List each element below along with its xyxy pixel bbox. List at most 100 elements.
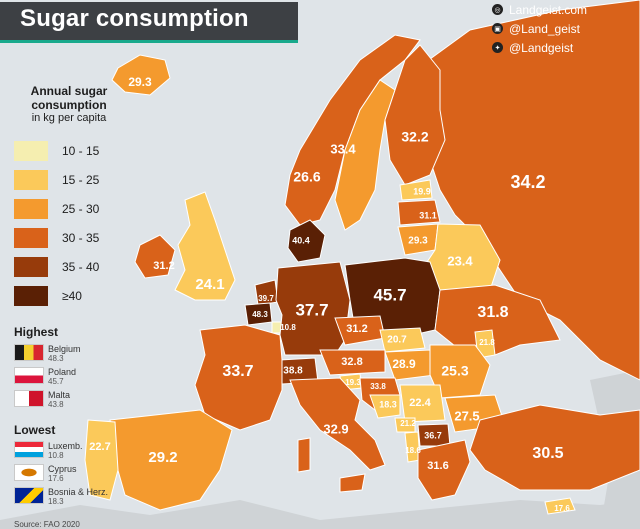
country-austria [319,349,386,376]
country-latvia [397,199,441,226]
map-value-ukraine: 31.8 [477,304,508,321]
map-value-serbia: 22.4 [409,397,431,409]
map-value-albania: 18.6 [405,446,421,455]
country-iceland [111,54,171,96]
legend-item: ≥40 [14,281,124,310]
map-value-belarus: 23.4 [447,253,473,268]
map-value-switzerland: 38.8 [283,366,303,377]
lowest-heading: Lowest [14,423,56,437]
country-italy [289,377,386,471]
map-value-portugal: 22.7 [89,441,110,453]
legend-swatch [14,169,48,190]
social-links: ◎ Landgeist.com ▣ @Land_geist ✦ @Landgei… [492,0,587,57]
luxembourg-flag-icon [14,441,44,458]
rank-value: 45.7 [48,377,64,386]
social-twitter[interactable]: ✦ @Landgeist [492,38,587,57]
highest-item-belgium: Belgium 48.3 [14,344,81,364]
legend-item: 25 - 30 [14,194,124,223]
rank-value: 43.8 [48,400,64,409]
rank-country: Poland [48,367,77,377]
country-turkey [469,404,640,491]
country-uk [174,191,236,301]
social-website-label: Landgeist.com [509,2,588,17]
map-value-slovenia: 19.3 [345,378,361,387]
highest-item-malta: Malta 43.8 [14,390,70,410]
social-instagram[interactable]: ▣ @Land_geist [492,19,587,38]
map-value-italy: 32.9 [323,421,348,436]
island-sardinia [297,437,311,473]
legend-swatch [14,198,48,219]
rank-country: Belgium [48,344,81,354]
source-note: Source: FAO 2020 [14,520,80,529]
country-greece [417,439,471,501]
map-value-lithuania: 29.3 [408,236,428,247]
legend-label: 15 - 25 [62,172,100,187]
legend-swatch [14,285,48,306]
legend-subtitle: in kg per capita [31,112,107,124]
rank-value: 18.3 [48,497,64,506]
country-cyprus [544,497,576,515]
map-value-bulgaria: 27.5 [454,408,479,423]
map-value-moldova: 21.8 [479,338,495,347]
rank-country: Cyprus [48,464,77,474]
lowest-item-bosnia: Bosnia & Herz. 18.3 [14,487,108,507]
legend-swatch [14,140,48,161]
map-value-czechia: 31.2 [346,323,367,335]
lowest-item-cyprus: Cyprus 17.6 [14,464,77,484]
map-value-croatia: 33.8 [370,382,386,391]
rank-value: 48.3 [48,354,64,363]
country-germany [275,261,351,356]
map-value-belgium: 48.3 [252,310,268,319]
island-sicily [339,473,366,493]
map-value-cyprus: 17.6 [554,504,570,513]
map-value-romania: 25.3 [441,363,468,379]
legend-item: 35 - 40 [14,252,124,281]
country-estonia [399,179,433,201]
social-instagram-label: @Land_geist [509,21,580,36]
social-website[interactable]: ◎ Landgeist.com [492,0,587,19]
map-value-sweden: 26.6 [293,169,320,185]
map-value-luxembourg: 10.8 [280,323,296,332]
map-value-iceland: 29.3 [128,75,152,89]
malta-flag-icon [14,390,44,407]
belgium-flag-icon [14,344,44,361]
rank-country: Luxemb. [48,441,83,451]
map-value-hungary: 28.9 [392,357,416,371]
legend: Annual sugar consumption in kg per capit… [14,84,124,310]
map-value-norway: 33.4 [330,141,356,156]
country-bosnia [369,394,401,419]
country-france [194,324,283,431]
map-value-montenegro: 21.2 [400,419,416,428]
country-romania [429,344,491,399]
highest-heading: Highest [14,325,59,339]
legend-swatch [14,256,48,277]
rank-country: Malta [48,390,71,400]
country-slovakia [379,327,426,353]
legend-item: 30 - 35 [14,223,124,252]
social-twitter-label: @Landgeist [509,40,574,55]
map-value-finland: 32.2 [401,129,428,145]
map-value-macedonia: 36.7 [424,430,442,440]
country-ireland [134,234,176,279]
instagram-icon: ▣ [492,23,503,34]
map-value-greece: 31.6 [427,460,448,472]
map-value-germany: 37.7 [295,300,328,319]
globe-icon: ◎ [492,4,503,15]
map-value-slovakia: 20.7 [387,335,407,346]
rank-value: 10.8 [48,451,64,460]
map-value-uk: 24.1 [195,276,224,293]
highest-item-poland: Poland 45.7 [14,367,76,387]
poland-flag-icon [14,367,44,384]
map-value-denmark: 40.4 [292,235,310,245]
legend-item: 15 - 25 [14,165,124,194]
map-value-austria: 32.8 [341,356,362,368]
lowest-item-luxembourg: Luxemb. 10.8 [14,441,83,461]
map-value-labels: 29.3 33.4 32.2 26.6 34.2 19.9 31.1 29.3 40.4 23.4… [89,75,570,513]
legend-item: 10 - 15 [14,136,124,165]
country-portugal [84,419,119,501]
bosnia-flag-icon [14,487,44,504]
map-value-russia: 34.2 [510,172,545,192]
map-value-latvia: 31.1 [419,210,437,220]
map-value-france: 33.7 [222,363,253,380]
